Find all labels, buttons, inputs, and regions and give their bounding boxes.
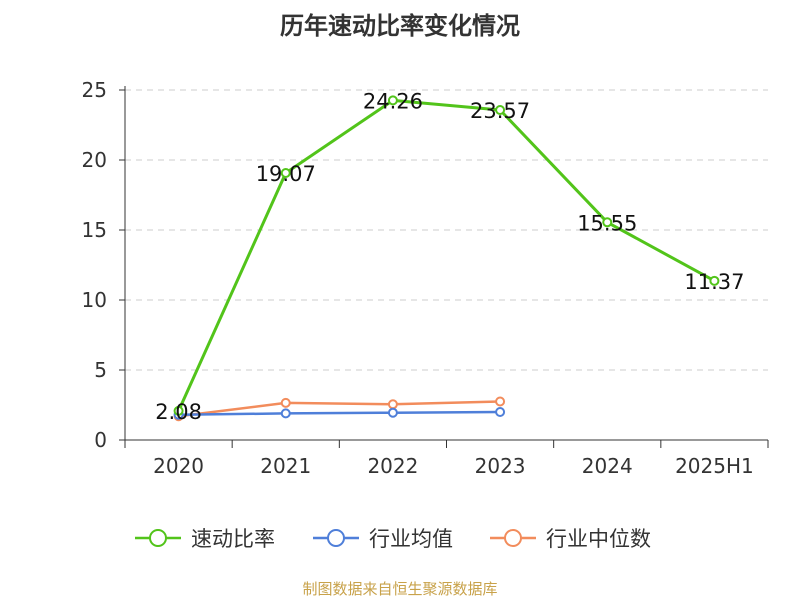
y-tick-label: 5: [94, 358, 107, 382]
data-point-series-3: [280, 397, 291, 408]
data-point-series-3: [495, 396, 506, 407]
y-tick-label: 20: [82, 148, 107, 172]
legend-label-series-1: 速动比率: [191, 527, 275, 551]
legend-label-series-2: 行业均值: [369, 527, 453, 551]
data-label: 24.26: [363, 89, 423, 113]
data-point-series-2: [495, 407, 506, 417]
x-tick-label: 2022: [367, 454, 418, 478]
legend-swatch-series-1: [135, 529, 181, 547]
legend: 速动比率 行业均值 行业中位数: [0, 520, 800, 556]
data-point-series-2: [387, 407, 398, 418]
series-line-1: [177, 98, 716, 412]
series-line-3: [178, 400, 501, 418]
legend-item-series-2[interactable]: 行业均值: [311, 520, 453, 556]
data-label: 19.07: [256, 162, 316, 186]
legend-swatch-series-3: [490, 529, 536, 547]
legend-item-series-1[interactable]: 速动比率: [133, 520, 275, 556]
data-point-series-2: [280, 408, 291, 419]
chart-title: 历年速动比率变化情况: [280, 12, 520, 40]
data-label: 11.37: [684, 270, 744, 294]
data-point-series-1: [173, 405, 184, 416]
legend-swatch-series-2: [313, 529, 359, 547]
data-point-series-3: [387, 399, 398, 410]
data-point-series-1: [602, 217, 613, 228]
x-tick-label: 2023: [475, 454, 526, 478]
legend-item-series-3[interactable]: 行业中位数: [488, 520, 651, 556]
data-point-series-1: [495, 105, 506, 116]
y-tick-label: 0: [94, 428, 107, 452]
x-tick-label: 2021: [260, 454, 311, 478]
legend-label-series-3: 行业中位数: [546, 527, 651, 551]
y-tick-label: 10: [82, 288, 107, 312]
data-point-series-1: [280, 168, 291, 179]
x-tick-label: 2025H1: [675, 454, 754, 478]
data-label: 23.57: [470, 99, 530, 123]
series-line-2: [178, 410, 501, 417]
x-tick-label: 2024: [582, 454, 633, 478]
data-point-series-1: [709, 275, 720, 286]
data-source-note: 制图数据来自恒生聚源数据库: [302, 580, 498, 598]
x-tick-label: 2020: [153, 454, 204, 478]
data-label: 2.08: [155, 400, 202, 424]
y-tick-label: 15: [82, 218, 107, 242]
data-label: 15.55: [577, 211, 637, 235]
y-tick-label: 25: [82, 78, 107, 102]
data-point-series-1: [387, 95, 398, 106]
